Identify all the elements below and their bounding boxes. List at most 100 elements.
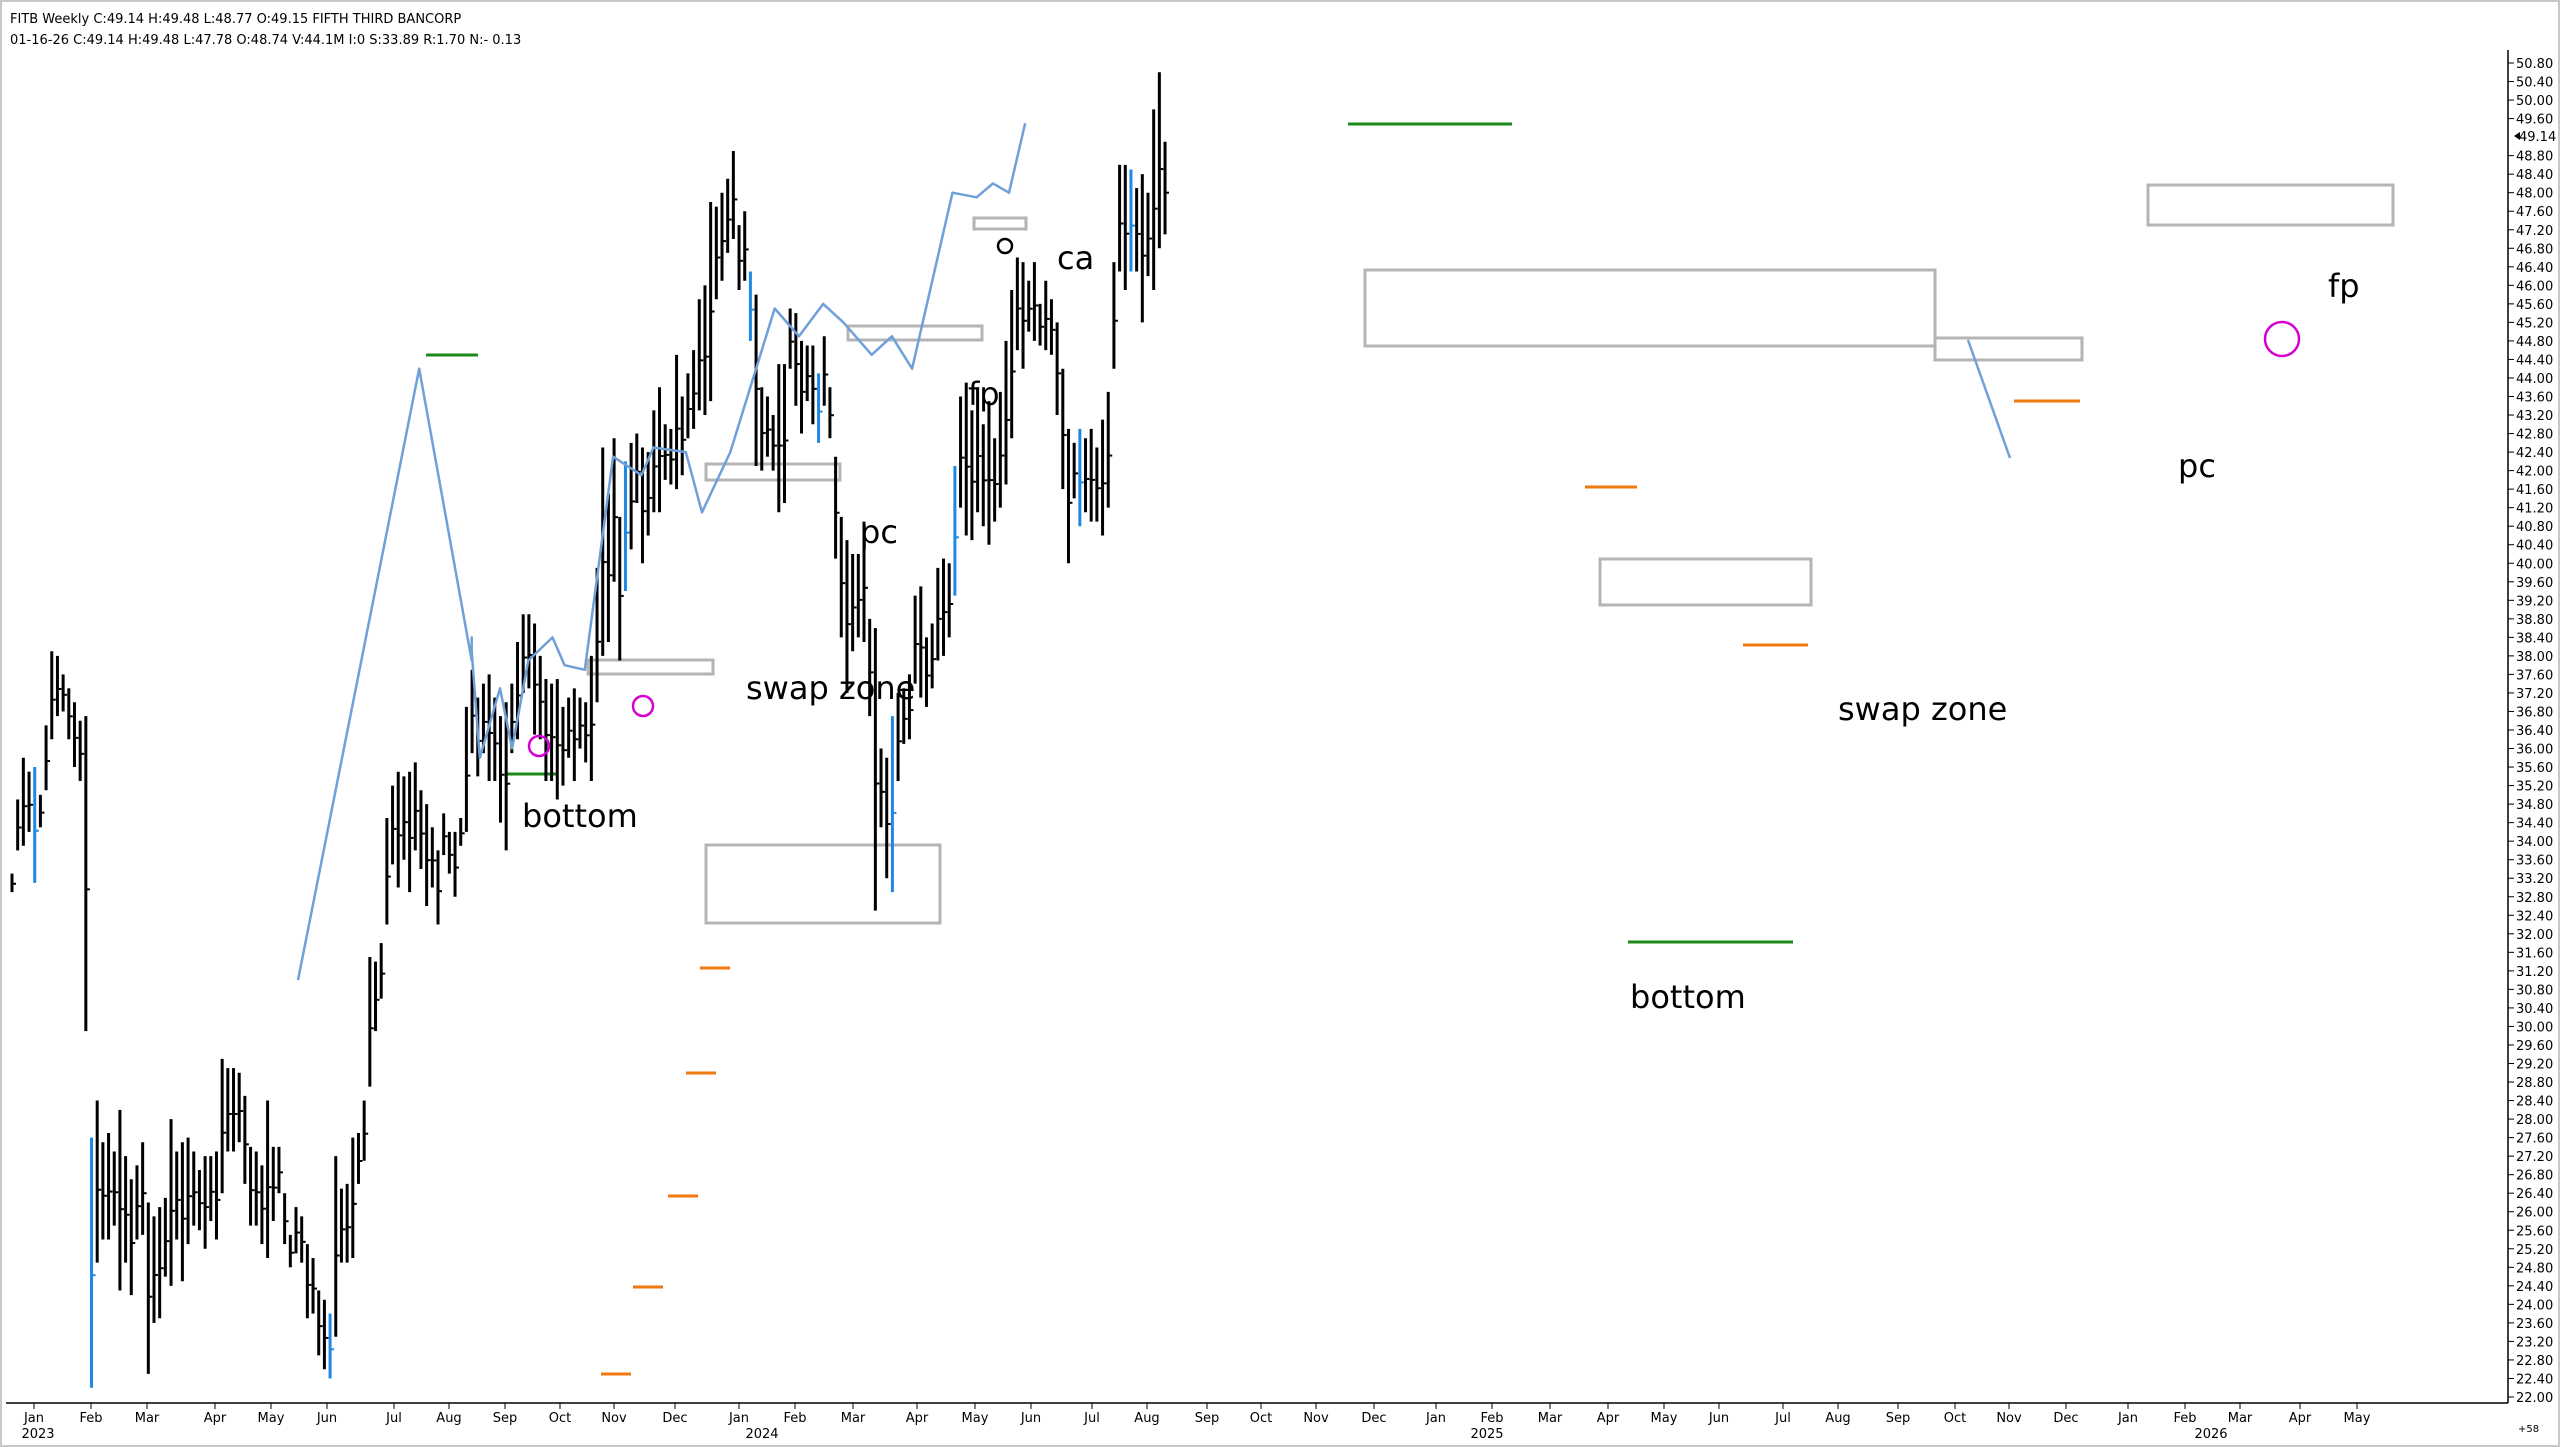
corner-label: +58: [2518, 1424, 2539, 1435]
axis-lines: [6, 50, 2509, 1404]
y-tick-label: 36.80: [2516, 705, 2553, 720]
y-tick-label: 33.60: [2516, 854, 2553, 869]
y-tick-label: 26.40: [2516, 1187, 2553, 1202]
y-tick-label: 45.20: [2516, 316, 2553, 331]
y-tick-label: 40.00: [2516, 557, 2553, 572]
last-price-marker: 49.14: [2514, 130, 2556, 145]
y-tick-label: 31.20: [2516, 965, 2553, 980]
y-tick-label: 38.80: [2516, 613, 2553, 628]
annotation-bottom-2: bottom: [1630, 978, 1746, 1016]
annotation-ca: ca: [1057, 239, 1094, 277]
zone-box: [704, 843, 942, 925]
x-tick-label: Feb: [79, 1411, 102, 1426]
x-tick-label: Dec: [1361, 1411, 1386, 1426]
x-tick-label: Aug: [1134, 1411, 1159, 1426]
projection-line: [296, 122, 1027, 981]
x-tick-label: Oct: [1250, 1411, 1272, 1426]
x-year-label: 2024: [745, 1427, 778, 1442]
y-tick-label: 35.20: [2516, 780, 2553, 795]
x-tick-label: Jan: [728, 1411, 749, 1426]
zone-box: [1363, 268, 1937, 348]
y-tick-label: 40.80: [2516, 520, 2553, 535]
y-tick-label: 22.40: [2516, 1372, 2553, 1387]
projection-path: [296, 122, 1027, 981]
y-tick-label: 28.80: [2516, 1076, 2553, 1091]
x-axis: Jan Feb Mar Apr May Jun Jul Aug Sep Oct Nov Dec Jan F…: [21, 1403, 2371, 1442]
y-tick-label: 44.40: [2516, 353, 2553, 368]
y-tick-label: 24.00: [2516, 1298, 2553, 1313]
y-tick-label: 48.80: [2516, 150, 2553, 165]
x-year-label: 2026: [2194, 1427, 2227, 1442]
x-tick-label: Sep: [493, 1411, 518, 1426]
y-tick-label: 41.60: [2516, 483, 2553, 498]
y-tick-label: 33.20: [2516, 872, 2553, 887]
x-tick-label: Jul: [385, 1411, 402, 1426]
zone-box: [2146, 183, 2395, 227]
y-tick-label: 23.20: [2516, 1335, 2553, 1350]
y-tick-label: 29.20: [2516, 1058, 2553, 1073]
y-tick-label: 28.40: [2516, 1095, 2553, 1110]
x-tick-label: Jun: [1020, 1411, 1041, 1426]
x-tick-label: May: [1651, 1411, 1678, 1426]
y-tick-label: 48.40: [2516, 168, 2553, 183]
annotation-pc-2: pc: [2178, 447, 2216, 485]
annotations: bottom swap zone pc fp ca bottom swap zo…: [522, 239, 2360, 1016]
y-tick-label: 43.60: [2516, 391, 2553, 406]
y-tick-label: 39.60: [2516, 576, 2553, 591]
y-tick-label: 34.40: [2516, 817, 2553, 832]
y-tick-label: 42.40: [2516, 446, 2553, 461]
x-tick-label: Nov: [1996, 1411, 2022, 1426]
x-tick-label: Nov: [1303, 1411, 1329, 1426]
magenta-circle: [631, 694, 655, 718]
x-tick-label: Apr: [906, 1411, 929, 1426]
x-tick-label: Jan: [2117, 1411, 2138, 1426]
x-tick-label: May: [962, 1411, 989, 1426]
zone-box: [846, 324, 984, 342]
chart-header-title: FITB Weekly C:49.14 H:49.48 L:48.77 O:49…: [10, 12, 462, 27]
x-tick-label: Mar: [841, 1411, 866, 1426]
zone-box: [586, 658, 715, 676]
y-axis: 50.80 50.40 50.00 49.60 48.80 48.40 48.00 47.60…: [2508, 57, 2553, 1406]
y-tick-label: 26.00: [2516, 1206, 2553, 1221]
y-tick-label: 24.40: [2516, 1280, 2553, 1295]
y-tick-label: 32.00: [2516, 928, 2553, 943]
y-tick-label: 40.40: [2516, 539, 2553, 554]
y-tick-label: 27.20: [2516, 1150, 2553, 1165]
x-tick-label: Feb: [2173, 1411, 2196, 1426]
x-year-label: 2025: [1470, 1427, 1503, 1442]
x-tick-label: Mar: [2228, 1411, 2253, 1426]
y-tick-label: 29.60: [2516, 1039, 2553, 1054]
y-tick-label: 48.00: [2516, 187, 2553, 202]
y-tick-label: 22.80: [2516, 1354, 2553, 1369]
x-tick-label: Mar: [1538, 1411, 1563, 1426]
black-circle: [996, 237, 1014, 255]
price-bars: [10, 72, 1170, 1388]
y-tick-label: 50.80: [2516, 57, 2553, 72]
zone-box: [972, 216, 1028, 231]
annotation-bottom-1: bottom: [522, 797, 638, 835]
y-tick-label: 32.40: [2516, 909, 2553, 924]
x-tick-label: Nov: [601, 1411, 627, 1426]
y-tick-label: 49.60: [2516, 113, 2553, 128]
zone-box: [1933, 336, 2084, 362]
y-tick-label: 46.80: [2516, 242, 2553, 257]
x-tick-label: May: [258, 1411, 285, 1426]
y-tick-label: 31.60: [2516, 946, 2553, 961]
last-price-label: 49.14: [2519, 130, 2556, 145]
y-tick-label: 50.00: [2516, 94, 2553, 109]
x-tick-label: Feb: [1480, 1411, 1503, 1426]
chart-header-values: 01-16-26 C:49.14 H:49.48 L:47.78 O:48.74…: [10, 33, 522, 48]
x-tick-label: Sep: [1195, 1411, 1220, 1426]
annotation-swap-zone-1: swap zone: [746, 669, 915, 707]
magenta-circle: [527, 734, 551, 758]
x-tick-label: Jan: [1425, 1411, 1446, 1426]
y-tick-label: 36.40: [2516, 724, 2553, 739]
y-tick-label: 25.20: [2516, 1243, 2553, 1258]
y-tick-label: 25.60: [2516, 1224, 2553, 1239]
x-tick-label: Jun: [1708, 1411, 1729, 1426]
x-tick-label: Aug: [1825, 1411, 1850, 1426]
y-tick-label: 30.40: [2516, 1002, 2553, 1017]
y-tick-label: 34.00: [2516, 835, 2553, 850]
markers: [527, 237, 2301, 758]
y-tick-label: 42.80: [2516, 428, 2553, 443]
